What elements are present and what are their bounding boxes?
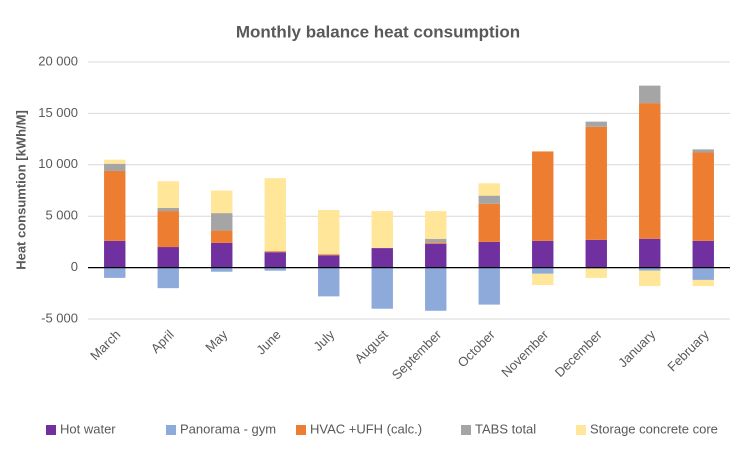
bar-segment xyxy=(639,103,661,239)
bar-segment xyxy=(639,267,661,271)
y-axis-title: Heat consumtion [kWh/M] xyxy=(13,110,28,270)
bar-segment xyxy=(425,242,447,244)
bar-segment xyxy=(264,267,286,271)
bar-segment xyxy=(478,203,500,242)
legend-label: Storage concrete core xyxy=(590,421,718,436)
x-tick-label: August xyxy=(352,327,391,366)
legend-swatch xyxy=(461,425,471,435)
bar-segment xyxy=(264,178,286,252)
bar-segment xyxy=(425,267,447,311)
bar-segment xyxy=(104,159,126,164)
legend-swatch xyxy=(296,425,306,435)
bar-segment xyxy=(371,211,393,249)
bar-segment xyxy=(157,181,179,208)
legend-label: HVAC +UFH (calc.) xyxy=(310,421,422,436)
bar-segment xyxy=(478,267,500,305)
x-tick-label: April xyxy=(148,327,177,356)
bar-segment xyxy=(532,240,554,268)
bar-segment xyxy=(211,213,233,231)
legend-label: Panorama - gym xyxy=(180,421,276,436)
y-tick-label: 10 000 xyxy=(38,156,78,171)
bar-segment xyxy=(157,211,179,248)
x-tick-label: June xyxy=(253,327,284,358)
bar-segment xyxy=(211,242,233,268)
bar-segment xyxy=(692,152,714,241)
bar-segment xyxy=(585,121,607,127)
x-tick-label: February xyxy=(664,327,712,375)
bar-segment xyxy=(211,230,233,243)
x-tick-label: May xyxy=(202,327,230,355)
x-tick-label: March xyxy=(87,327,123,363)
bar-segment xyxy=(425,243,447,268)
bar-segment xyxy=(692,240,714,268)
y-tick-label: 15 000 xyxy=(38,105,78,120)
bar-segment xyxy=(318,210,340,255)
legend-label: Hot water xyxy=(60,421,116,436)
legend-swatch xyxy=(576,425,586,435)
bar-segment xyxy=(585,126,607,240)
y-tick-label: 5 000 xyxy=(45,208,78,223)
bar-segment xyxy=(692,267,714,280)
bar-segment xyxy=(532,267,554,274)
bar-segment xyxy=(425,238,447,243)
bar-segment xyxy=(318,255,340,268)
bar-segment xyxy=(104,170,126,241)
bar-segment xyxy=(264,251,286,253)
bar-segment xyxy=(585,239,607,268)
bar-segment xyxy=(318,267,340,297)
x-tick-label: November xyxy=(498,326,551,379)
legend-label: TABS total xyxy=(475,421,536,436)
bar-segment xyxy=(478,241,500,268)
bar-segment xyxy=(157,247,179,268)
x-tick-label: December xyxy=(552,326,605,379)
bar-segment xyxy=(532,151,554,241)
y-tick-label: 20 000 xyxy=(38,53,78,68)
bar-segment xyxy=(318,254,340,256)
x-tick-label: July xyxy=(310,327,337,354)
bar-segment xyxy=(585,268,607,278)
legend-swatch xyxy=(46,425,56,435)
bar-segment xyxy=(157,207,179,212)
bar-segment xyxy=(478,195,500,204)
y-tick-label: -5 000 xyxy=(41,310,78,325)
bar-segment xyxy=(692,279,714,287)
bar-segment xyxy=(371,248,393,268)
bar-segment xyxy=(639,270,661,287)
bar-segment xyxy=(639,85,661,104)
bar-segment xyxy=(692,149,714,153)
bar-segment xyxy=(639,238,661,268)
y-tick-label: 0 xyxy=(71,259,78,274)
bar-segment xyxy=(157,267,179,289)
bar-segment xyxy=(371,267,393,309)
legend-swatch xyxy=(166,425,176,435)
bar-segment xyxy=(104,240,126,268)
x-tick-label: September xyxy=(389,326,445,382)
bar-segment xyxy=(104,267,126,278)
bar-segment xyxy=(211,190,233,214)
bar-segment xyxy=(104,163,126,171)
x-tick-label: October xyxy=(454,326,498,370)
chart-title: Monthly balance heat consumption xyxy=(236,22,520,41)
bar-segment xyxy=(264,252,286,268)
bar-segment xyxy=(425,211,447,239)
bar-segment xyxy=(211,267,233,272)
bar-segment xyxy=(532,273,554,286)
bar-segment xyxy=(478,183,500,196)
x-tick-label: January xyxy=(615,327,659,371)
